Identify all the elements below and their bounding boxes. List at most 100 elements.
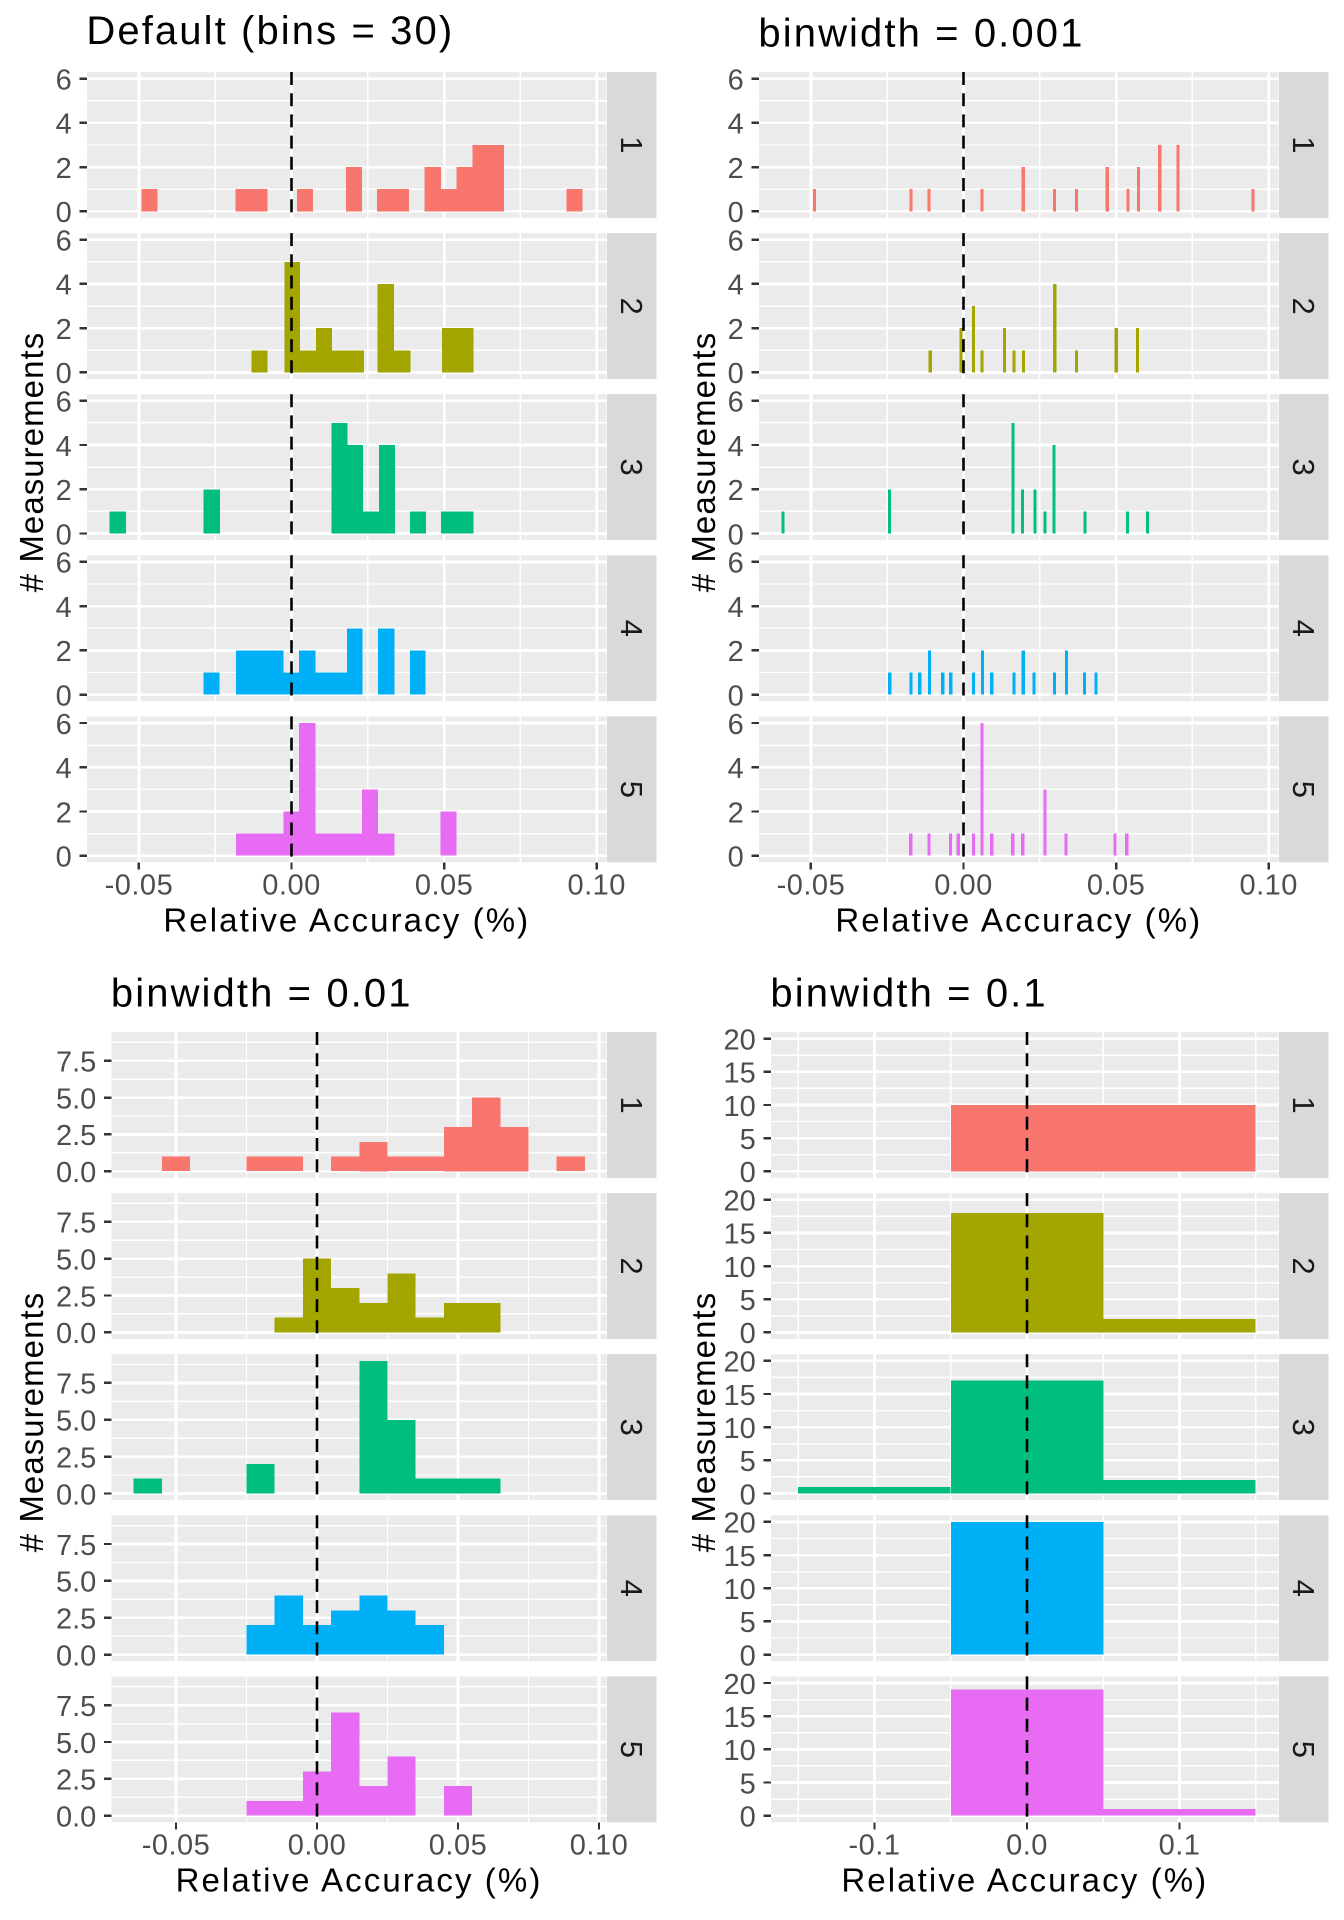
svg-text:5: 5 [1286,1741,1321,1758]
svg-text:4: 4 [1286,1580,1321,1597]
svg-text:Relative Accuracy (%): Relative Accuracy (%) [176,1862,543,1899]
svg-text:7.5: 7.5 [56,1047,96,1079]
svg-text:20: 20 [724,1024,756,1056]
svg-text:0: 0 [56,842,72,874]
svg-text:2.5: 2.5 [56,1442,96,1474]
svg-text:10: 10 [724,1413,756,1445]
svg-text:0: 0 [740,1157,756,1189]
svg-text:4: 4 [56,753,72,785]
svg-text:20: 20 [724,1186,756,1218]
svg-text:0: 0 [56,680,72,712]
svg-text:15: 15 [724,1058,756,1090]
svg-text:6: 6 [56,64,72,96]
svg-text:# Measurements: # Measurements [685,1292,722,1552]
svg-text:0: 0 [728,842,744,874]
svg-text:0.1: 0.1 [1159,1830,1201,1862]
svg-text:2: 2 [614,1257,649,1274]
svg-text:0: 0 [740,1640,756,1672]
svg-text:Relative Accuracy (%): Relative Accuracy (%) [835,902,1202,939]
svg-text:# Measurements: # Measurements [685,332,722,592]
svg-text:0.00: 0.00 [262,870,320,902]
svg-text:20: 20 [724,1508,756,1540]
svg-text:0.10: 0.10 [570,1830,628,1862]
svg-text:4: 4 [728,753,744,785]
svg-text:15: 15 [724,1702,756,1734]
svg-text:0: 0 [728,680,744,712]
svg-text:5: 5 [740,1124,756,1156]
svg-text:0.0: 0.0 [1006,1830,1048,1862]
svg-text:15: 15 [724,1380,756,1412]
svg-text:4: 4 [56,592,72,624]
svg-text:5: 5 [740,1607,756,1639]
svg-text:7.5: 7.5 [56,1691,96,1723]
svg-text:0: 0 [728,197,744,229]
svg-text:6: 6 [728,709,744,741]
svg-text:5.0: 5.0 [56,1728,96,1760]
svg-text:0.0: 0.0 [56,1157,96,1189]
svg-text:4: 4 [728,592,744,624]
svg-text:0: 0 [56,197,72,229]
svg-text:10: 10 [724,1574,756,1606]
svg-text:15: 15 [724,1541,756,1573]
svg-text:0: 0 [728,358,744,390]
svg-text:Default (bins = 30): Default (bins = 30) [86,9,454,53]
svg-text:4: 4 [728,270,744,302]
svg-text:0: 0 [56,358,72,390]
svg-text:1: 1 [614,136,649,153]
svg-text:1: 1 [1286,136,1321,153]
svg-text:7.5: 7.5 [56,1208,96,1240]
svg-text:2: 2 [728,636,744,668]
svg-text:10: 10 [724,1735,756,1767]
svg-text:5: 5 [1286,781,1321,798]
svg-text:5.0: 5.0 [56,1406,96,1438]
svg-text:-0.1: -0.1 [849,1830,901,1862]
svg-text:0.05: 0.05 [1087,870,1145,902]
svg-text:15: 15 [724,1219,756,1251]
svg-text:5: 5 [614,1741,649,1758]
svg-text:binwidth = 0.1: binwidth = 0.1 [770,972,1047,1016]
svg-text:4: 4 [614,1580,649,1597]
svg-text:2: 2 [614,297,649,314]
svg-text:binwidth = 0.01: binwidth = 0.01 [111,972,413,1016]
svg-text:4: 4 [728,431,744,463]
svg-text:5: 5 [740,1285,756,1317]
svg-text:2: 2 [728,475,744,507]
svg-text:0: 0 [56,519,72,551]
svg-text:2: 2 [56,797,72,829]
svg-text:6: 6 [56,548,72,580]
svg-text:2.5: 2.5 [56,1281,96,1313]
svg-text:0.00: 0.00 [934,870,992,902]
svg-text:2: 2 [728,314,744,346]
svg-text:6: 6 [728,64,744,96]
svg-text:5: 5 [740,1768,756,1800]
svg-text:0: 0 [728,519,744,551]
svg-text:6: 6 [728,387,744,419]
svg-text:-0.05: -0.05 [142,1830,211,1862]
svg-text:7.5: 7.5 [56,1369,96,1401]
svg-text:4: 4 [728,109,744,141]
svg-text:2.5: 2.5 [56,1120,96,1152]
svg-text:2: 2 [728,153,744,185]
svg-text:0.0: 0.0 [56,1318,96,1350]
svg-text:2: 2 [728,797,744,829]
svg-text:20: 20 [724,1347,756,1379]
svg-text:0.0: 0.0 [56,1802,96,1834]
svg-text:1: 1 [614,1096,649,1113]
svg-text:0: 0 [740,1318,756,1350]
svg-text:3: 3 [1286,458,1321,475]
svg-text:4: 4 [1286,620,1321,637]
svg-text:0.0: 0.0 [56,1479,96,1511]
svg-text:5: 5 [740,1446,756,1478]
svg-text:0.10: 0.10 [567,870,625,902]
svg-text:6: 6 [56,387,72,419]
svg-text:3: 3 [614,458,649,475]
svg-text:1: 1 [1286,1096,1321,1113]
svg-text:3: 3 [1286,1419,1321,1436]
svg-text:5.0: 5.0 [56,1083,96,1115]
svg-text:7.5: 7.5 [56,1530,96,1562]
svg-text:2.5: 2.5 [56,1604,96,1636]
svg-text:0.05: 0.05 [415,870,473,902]
svg-text:0.0: 0.0 [56,1640,96,1672]
svg-text:0: 0 [740,1802,756,1834]
svg-text:-0.05: -0.05 [777,870,846,902]
